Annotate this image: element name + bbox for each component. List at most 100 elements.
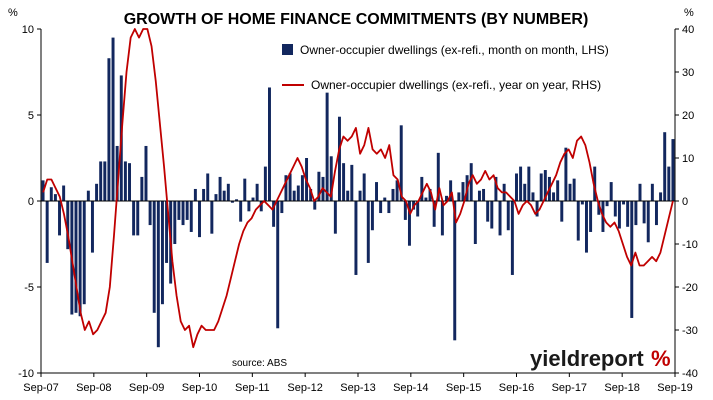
bar-mark [605, 201, 609, 207]
bar-mark [498, 201, 502, 236]
bar-mark [461, 182, 465, 201]
brand-word: yieldreport [530, 346, 644, 371]
bar-mark [111, 37, 115, 201]
bar-mark [358, 190, 362, 201]
left-tick-label: 10 [22, 24, 34, 36]
bar-mark [128, 163, 131, 201]
bar-mark [62, 185, 66, 201]
bar-mark [144, 145, 148, 201]
bar-mark [45, 201, 49, 263]
bar-mark [515, 173, 518, 201]
bar-mark [276, 201, 280, 329]
right-tick-label: 40 [682, 24, 694, 36]
left-tick-label: 5 [28, 110, 34, 122]
bar-mark [654, 201, 658, 226]
bar-mark [453, 201, 457, 341]
bar-mark [494, 176, 498, 201]
bar-mark [440, 201, 444, 236]
bar-mark [342, 163, 346, 201]
bar-mark [634, 201, 638, 226]
bar-mark [74, 201, 78, 313]
bar-mark [354, 201, 358, 275]
bar-mark [115, 145, 119, 201]
bar-mark [148, 201, 152, 226]
bar-mark [165, 201, 169, 263]
bar-mark [626, 201, 630, 227]
bar-mark [663, 132, 667, 201]
bar-mark [189, 201, 193, 232]
bar-mark [362, 173, 366, 201]
bar-mark [243, 178, 247, 201]
bar-mark [527, 166, 531, 201]
bar-mark [173, 201, 177, 244]
legend: Owner-occupier dwellings (ex-refi., mont… [282, 43, 609, 92]
bar-mark [58, 201, 61, 236]
bar-mark [226, 183, 230, 201]
bar-mark [86, 190, 90, 201]
bar-mark [280, 201, 284, 214]
bar-mark [424, 197, 428, 201]
bar-mark [416, 201, 420, 217]
bar-mark [383, 197, 387, 201]
bar-mark [650, 183, 654, 201]
left-tick-label: 0 [28, 196, 34, 208]
bar-mark [630, 201, 634, 318]
bar-mark [539, 173, 543, 201]
bar-mark [206, 173, 210, 201]
bar-mark [560, 201, 564, 222]
x-tick-label: Sep-11 [235, 382, 270, 394]
bar-mark [247, 201, 251, 212]
bar-mark [259, 201, 263, 212]
bar-mark [296, 185, 300, 201]
bar-mark [519, 166, 523, 201]
bar-mark [239, 201, 243, 222]
bar-mark [535, 201, 539, 217]
bar-mark [593, 166, 597, 201]
bar-mark [510, 201, 514, 275]
bar-mark [140, 176, 144, 201]
bar-mark [436, 152, 440, 201]
bar-mark [263, 166, 267, 201]
bar-mark [251, 197, 255, 201]
right-tick-label: 10 [682, 153, 694, 165]
bar-mark [156, 201, 160, 348]
bar-mark [576, 201, 580, 241]
bar-mark [103, 161, 107, 201]
bar-mark [506, 201, 510, 231]
bar-mark [160, 201, 164, 305]
bar-mark [329, 156, 333, 201]
bar-mark [292, 190, 296, 201]
bar-mark [181, 201, 185, 226]
bar-mark [272, 201, 276, 227]
legend-swatch-bar [282, 44, 293, 55]
bar-mark [449, 180, 453, 201]
bar-mark [391, 188, 395, 201]
bar-mark [379, 201, 383, 214]
bar-mark [407, 201, 411, 246]
x-tick-label: Sep-14 [393, 382, 428, 394]
right-tick-label: -20 [682, 282, 698, 294]
bar-mark [284, 175, 288, 201]
bar-mark [337, 116, 341, 201]
bar-mark [317, 171, 321, 201]
bar-mark [523, 183, 527, 201]
bar-mark [543, 170, 547, 201]
bar-mark [222, 190, 226, 201]
bar-mark [399, 125, 403, 201]
bar-mark [457, 192, 461, 201]
bar-mark [671, 139, 675, 201]
x-tick-label: Sep-09 [129, 382, 164, 394]
bar-mark [78, 201, 82, 317]
bar-mark [490, 201, 494, 229]
line-series [42, 28, 674, 349]
bar-mark [622, 201, 626, 205]
bar-mark [403, 201, 407, 220]
x-tick-label: Sep-15 [446, 382, 481, 394]
bar-mark [564, 147, 568, 201]
bar-mark [572, 178, 576, 201]
bar-mark [469, 163, 473, 201]
bar-mark [445, 195, 448, 201]
bar-mark [642, 201, 646, 224]
bar-mark [49, 187, 53, 201]
bar-mark [387, 201, 391, 214]
